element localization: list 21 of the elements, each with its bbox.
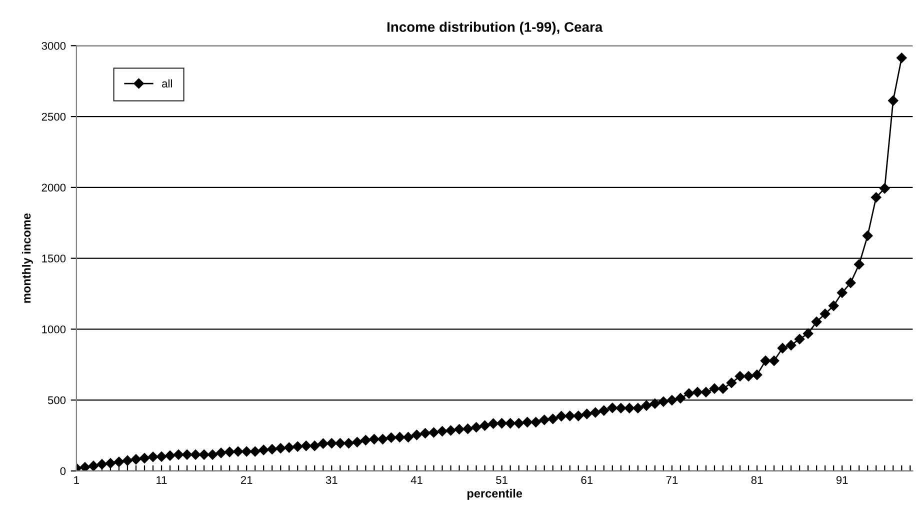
y-tick-label: 0 [60, 467, 66, 476]
x-tick-label: 41 [410, 476, 422, 484]
y-tick-label: 1000 [42, 325, 66, 334]
x-tick-label: 61 [581, 476, 593, 484]
x-axis-title: percentile [467, 488, 522, 500]
x-tick-label: 91 [836, 476, 848, 484]
y-axis-title: monthly income [22, 213, 33, 303]
y-tick-label: 2500 [42, 112, 66, 121]
x-tick-label: 21 [240, 476, 252, 484]
legend-label: all [162, 79, 172, 88]
chart-title: Income distribution (1-99), Ceara [387, 22, 603, 35]
x-tick-label: 11 [156, 476, 167, 484]
y-tick-label: 500 [48, 396, 66, 404]
y-tick-label: 2000 [42, 184, 66, 192]
y-tick-label: 1500 [42, 254, 66, 262]
x-tick-label: 81 [751, 476, 763, 484]
x-tick-label: 31 [326, 476, 338, 484]
y-tick-label: 3000 [42, 42, 66, 50]
x-tick-label: 51 [496, 476, 508, 484]
x-tick-label: 1 [74, 476, 79, 484]
x-tick-label: 71 [666, 476, 678, 484]
